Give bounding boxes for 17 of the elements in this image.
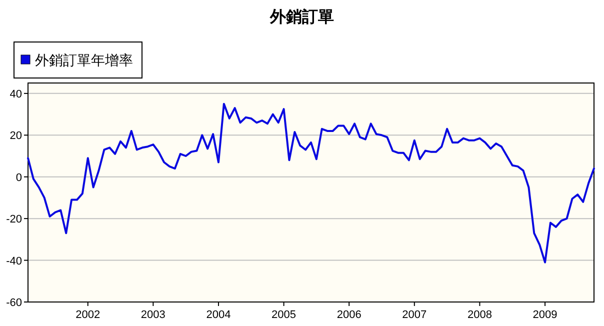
y-tick-label: -20 <box>6 214 22 226</box>
x-tick-label: 2005 <box>272 309 296 321</box>
x-tick-label: 2003 <box>140 309 166 321</box>
x-tick-label: 2002 <box>76 309 100 321</box>
y-tick-label: 0 <box>16 172 22 184</box>
x-tick-label: 2004 <box>206 309 231 321</box>
y-tick-label: 40 <box>10 88 22 100</box>
chart-title: 外銷訂單 <box>269 8 334 26</box>
legend-label: 外銷訂單年增率 <box>35 52 133 68</box>
y-tick-label: -60 <box>6 297 22 309</box>
x-tick-label: 2006 <box>336 309 362 321</box>
x-tick-label: 2008 <box>467 309 492 321</box>
y-tick-label: 20 <box>10 130 22 142</box>
x-tick-label: 2007 <box>402 309 427 321</box>
x-tick-label: 2009 <box>532 309 558 321</box>
y-tick-label: -40 <box>6 255 22 268</box>
legend: 外銷訂單年增率 <box>14 42 142 78</box>
